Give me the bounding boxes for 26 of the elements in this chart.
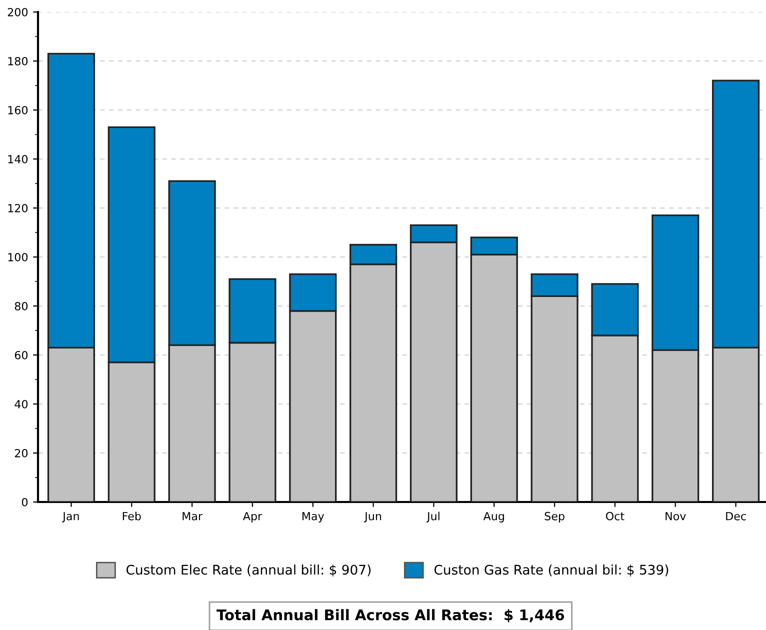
y-tick-label: 60 [14, 350, 28, 360]
y-tick-label: 120 [8, 204, 28, 212]
x-tick-label: Sep [544, 512, 564, 522]
x-tick-label: Jun [364, 512, 382, 522]
x-tick-label: May [302, 512, 324, 522]
y-tick-label: 0 [22, 498, 28, 506]
text: Total Annual Bill Across All Rates: $ 1,446 [216, 609, 564, 622]
y-tick-label: 160 [8, 106, 28, 114]
x-tick-label: Dec [726, 512, 746, 520]
x-tick-label: Aug [483, 512, 504, 522]
x-tick-label: Mar [182, 512, 203, 520]
legend-label: Custon Gas Rate (annual bil: $ 539) [434, 564, 668, 576]
x-tick-label: Apr [242, 512, 262, 522]
x-tick-label: Oct [606, 512, 624, 520]
legend-label: Custom Elec Rate (annual bill: $ 907) [126, 564, 371, 576]
y-tick-label: 200 [8, 8, 28, 16]
x-tick-label: Jul [426, 512, 440, 522]
y-tick-label: 140 [8, 154, 28, 164]
x-tick-label: Feb [122, 512, 141, 520]
y-tick-label: 40 [14, 400, 28, 408]
y-tick-label: 20 [14, 448, 28, 458]
x-tick-label: Jan [62, 512, 79, 522]
y-tick-label: 80 [14, 302, 28, 310]
y-tick-label: 180 [8, 56, 28, 66]
x-tick-label: Nov [666, 512, 686, 520]
y-tick-label: 100 [8, 252, 28, 262]
